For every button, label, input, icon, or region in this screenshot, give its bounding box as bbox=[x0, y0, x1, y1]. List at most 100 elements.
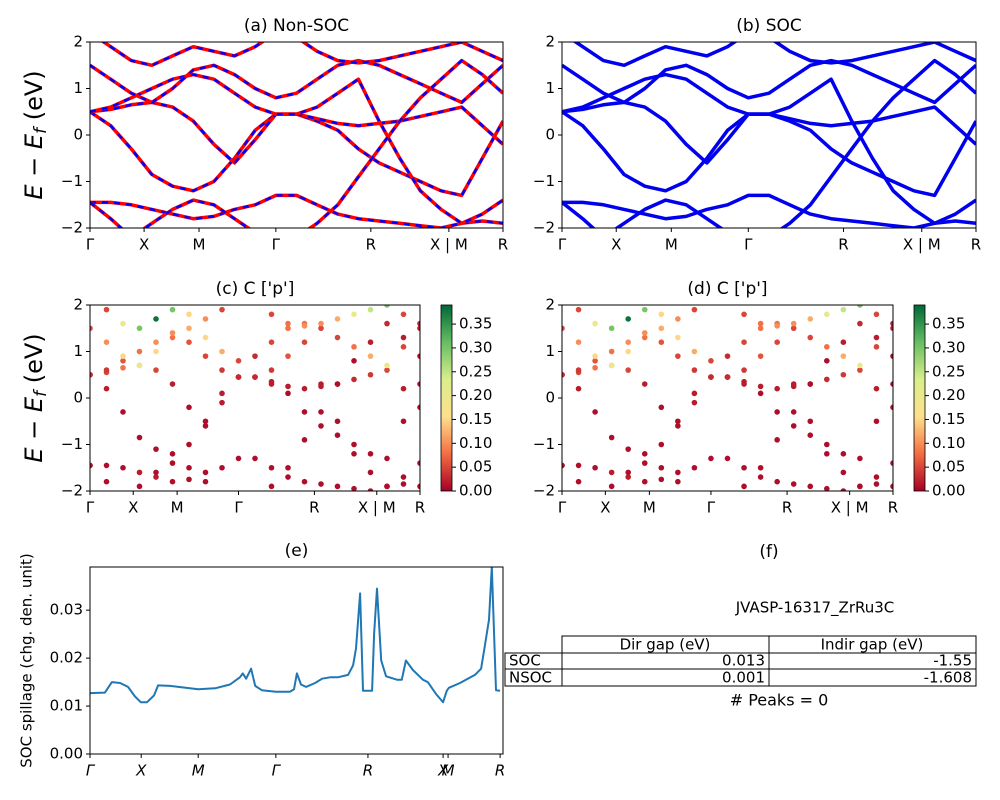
axes-frame bbox=[561, 41, 977, 229]
band-point bbox=[857, 455, 863, 462]
colorbar-tick-label: 0.20 bbox=[459, 386, 492, 404]
band-point bbox=[873, 311, 880, 318]
band-point bbox=[169, 451, 176, 457]
x-tick-label: Γ bbox=[558, 236, 567, 254]
band-point bbox=[186, 464, 192, 471]
band-line bbox=[562, 72, 976, 226]
band-point bbox=[857, 305, 863, 308]
colorbar-tick-label: 0.15 bbox=[459, 410, 492, 428]
band-point bbox=[301, 323, 308, 329]
band-point bbox=[318, 409, 324, 415]
band-point bbox=[219, 367, 225, 373]
band-point bbox=[186, 311, 192, 318]
band-point bbox=[169, 478, 176, 485]
band-point bbox=[186, 404, 192, 411]
band-point bbox=[367, 488, 374, 491]
band-line bbox=[90, 72, 503, 226]
band-point bbox=[873, 334, 880, 341]
band-point bbox=[268, 311, 275, 318]
band-point bbox=[625, 474, 631, 480]
x-tick-label: X | M bbox=[430, 236, 468, 254]
band-point bbox=[153, 339, 159, 346]
band-point bbox=[741, 311, 747, 318]
band-point bbox=[285, 383, 291, 390]
axes-frame bbox=[89, 566, 504, 755]
band-point bbox=[757, 383, 764, 390]
y-tick-label: 0.03 bbox=[50, 601, 83, 619]
x-tick-label: Γ bbox=[272, 236, 281, 254]
band-point bbox=[890, 325, 893, 332]
band-point bbox=[774, 437, 780, 443]
panel-title: (b) SOC bbox=[736, 16, 802, 36]
band-point bbox=[873, 481, 880, 487]
label-part: E − E bbox=[20, 133, 48, 200]
x-tick-label: X | M bbox=[831, 499, 869, 517]
band-point bbox=[857, 320, 863, 327]
band-line bbox=[562, 110, 976, 198]
band-point bbox=[136, 469, 143, 476]
x-tick-label: R bbox=[838, 236, 848, 254]
band-point bbox=[608, 469, 615, 476]
colorbar-tick-label: 0.30 bbox=[932, 338, 965, 356]
band-point bbox=[367, 353, 374, 359]
band-point bbox=[790, 423, 797, 429]
band-point bbox=[219, 399, 225, 406]
band-point bbox=[351, 311, 357, 318]
colorbar-tick-label: 0.10 bbox=[932, 434, 965, 452]
band-point bbox=[252, 374, 258, 380]
band-point bbox=[90, 462, 93, 469]
y-tick-label: 1 bbox=[545, 342, 555, 360]
band-point bbox=[136, 434, 143, 441]
band-point bbox=[575, 478, 582, 485]
band-point bbox=[153, 469, 159, 476]
x-tick-label: X | M bbox=[358, 499, 396, 517]
band-line bbox=[100, 42, 503, 68]
band-point bbox=[774, 323, 780, 329]
band-point bbox=[136, 348, 143, 355]
panel-title: (e) bbox=[285, 541, 309, 561]
band-point bbox=[384, 362, 390, 369]
band-point bbox=[562, 462, 565, 469]
band-line bbox=[90, 110, 503, 198]
band-point bbox=[857, 483, 863, 490]
y-tick-label: −1 bbox=[533, 435, 555, 453]
band-point bbox=[625, 367, 631, 373]
band-point bbox=[741, 483, 747, 490]
cell-text: 0.013 bbox=[722, 652, 765, 670]
y-tick-label: 0.02 bbox=[50, 649, 83, 667]
band-point bbox=[575, 367, 582, 373]
band-point bbox=[840, 371, 847, 378]
band-point bbox=[658, 325, 665, 332]
band-point bbox=[351, 485, 357, 491]
y-tick-label: −1 bbox=[61, 435, 83, 453]
band-point bbox=[641, 330, 648, 336]
band-point bbox=[691, 399, 698, 406]
plot-area bbox=[562, 305, 893, 504]
band-point bbox=[757, 474, 764, 480]
band-point bbox=[592, 364, 598, 371]
y-tick-label: −2 bbox=[61, 219, 83, 237]
x-tick-label: R bbox=[366, 236, 376, 254]
band-point bbox=[252, 498, 258, 504]
band-point bbox=[252, 455, 258, 462]
band-point bbox=[824, 376, 830, 383]
band-line bbox=[572, 42, 976, 68]
band-point bbox=[400, 481, 407, 487]
band-point bbox=[592, 498, 598, 504]
band-point bbox=[575, 385, 582, 392]
y-tick-label: 1 bbox=[73, 342, 83, 360]
band-point bbox=[235, 374, 242, 380]
band-point bbox=[268, 483, 275, 490]
band-point bbox=[384, 320, 390, 327]
band-point bbox=[169, 306, 176, 313]
band-point bbox=[318, 423, 324, 429]
band-point bbox=[592, 464, 598, 471]
band-point bbox=[153, 474, 159, 480]
band-point bbox=[90, 371, 93, 378]
x-tick-label: R bbox=[363, 762, 373, 780]
band-point bbox=[890, 353, 893, 359]
band-point bbox=[741, 367, 747, 373]
band-point bbox=[417, 460, 420, 466]
band-point bbox=[202, 316, 209, 322]
band-point bbox=[741, 339, 747, 346]
